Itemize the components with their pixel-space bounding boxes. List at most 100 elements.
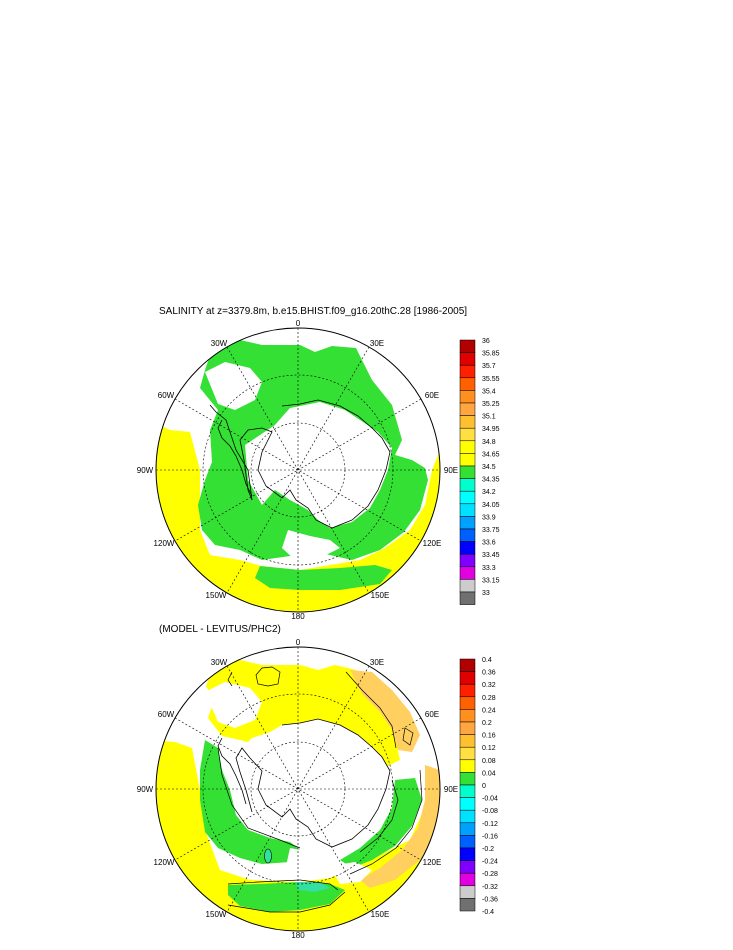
difference-graticule	[156, 647, 440, 931]
salinity-peninsula	[217, 419, 253, 497]
colorbar-level-label: 33	[482, 590, 490, 597]
colorbar-level-label: 35.1	[482, 414, 496, 421]
colorbar-swatch	[459, 885, 476, 899]
salinity-title: SALINITY at z=3379.8m, b.e15.BHIST.f09_g…	[159, 306, 467, 317]
lon-label: 150E	[371, 910, 390, 919]
lon-label: 0	[296, 638, 301, 647]
colorbar-swatch	[459, 591, 476, 605]
colorbar-swatch	[459, 709, 476, 723]
difference-yellow-region	[156, 740, 440, 931]
colorbar-swatch	[459, 746, 476, 761]
difference-green-east	[340, 778, 422, 868]
difference-orange-east	[360, 765, 440, 888]
colorbar-swatch	[459, 490, 476, 505]
colorbar-swatch	[459, 541, 476, 555]
colorbar-swatch	[459, 415, 476, 429]
colorbar-swatch	[459, 784, 476, 798]
difference-coastline	[235, 718, 391, 848]
colorbar-swatch	[459, 402, 476, 416]
colorbar-level-label: 0.12	[482, 745, 496, 752]
colorbar-level-label: 36	[482, 338, 490, 345]
colorbar-swatch	[459, 898, 476, 912]
colorbar-swatch	[459, 797, 476, 811]
difference-lon-labels: 0 30E 60E 90E 120E 150E 180 150W 120W 90…	[137, 638, 458, 940]
colorbar-swatch	[459, 465, 476, 479]
colorbar-swatch	[459, 427, 476, 442]
colorbar-level-label: 0.32	[482, 682, 496, 689]
colorbar-swatch	[459, 440, 476, 454]
colorbar-level-label: 0.2	[482, 720, 492, 727]
colorbar-level-label: 33.9	[482, 514, 496, 521]
difference-ice-land	[242, 719, 390, 847]
lon-label: 150W	[206, 591, 227, 600]
colorbar-level-label: 33.3	[482, 565, 496, 572]
colorbar-level-label: 34.05	[482, 502, 500, 509]
colorbar-level-label: 0.08	[482, 758, 496, 765]
colorbar-level-label: 33.75	[482, 527, 500, 534]
colorbar-swatch	[459, 721, 476, 735]
colorbar-swatch	[459, 822, 476, 836]
colorbar-level-label: 35.25	[482, 401, 500, 408]
colorbar-level-label: 34.2	[482, 489, 496, 496]
difference-white-gap-a	[205, 682, 262, 728]
colorbar-swatch	[459, 683, 476, 698]
colorbar-level-label: -0.28	[482, 871, 498, 878]
lon-label: 90W	[137, 785, 154, 794]
colorbar-level-label: -0.16	[482, 833, 498, 840]
colorbar-level-label: 35.7	[482, 363, 496, 370]
lon-label: 120E	[423, 539, 442, 548]
lon-label: 30W	[211, 339, 228, 348]
lon-label: 180	[291, 612, 305, 621]
colorbar-level-label: 33.6	[482, 540, 496, 547]
difference-title: (MODEL - LEVITUS/PHC2)	[159, 624, 281, 635]
colorbar-level-label: 0.04	[482, 770, 496, 777]
colorbar-swatch	[459, 696, 476, 710]
lon-label: 60W	[158, 710, 175, 719]
difference-colorbar: 0.4 0.36 0.32 0.28 0.24 0.2 0.16 0.12 0.08 0.04 0 -…	[459, 657, 498, 916]
lon-label: 180	[291, 931, 305, 940]
colorbar-level-label: 0.4	[482, 657, 492, 664]
difference-cyan-patch	[296, 882, 330, 892]
colorbar-swatch	[459, 339, 476, 353]
difference-green-region	[200, 740, 300, 864]
salinity-colorbar: 36 35.85 35.7 35.55 35.4 35.25 35.1 34.95 34.8 34…	[459, 338, 500, 605]
lon-label: 30E	[370, 658, 384, 667]
colorbar-level-label: 33.45	[482, 552, 500, 559]
colorbar-swatch	[459, 566, 476, 580]
difference-panel: (MODEL - LEVITUS/PHC2)	[137, 624, 498, 940]
difference-map	[156, 647, 440, 931]
colorbar-swatch	[459, 478, 476, 492]
colorbar-swatch	[459, 516, 476, 530]
lon-label: 120E	[423, 858, 442, 867]
salinity-map	[156, 328, 440, 612]
difference-white-gap-b	[286, 848, 330, 874]
colorbar-level-label: -0.4	[482, 909, 494, 916]
colorbar-level-label: 34.8	[482, 439, 496, 446]
colorbar-level-label: -0.12	[482, 821, 498, 828]
colorbar-level-label: 0.24	[482, 707, 496, 714]
lon-label: 90E	[444, 466, 458, 475]
lon-label: 30E	[370, 339, 384, 348]
difference-white-gap-c	[330, 862, 372, 884]
colorbar-swatch	[459, 658, 476, 672]
colorbar-level-label: 0	[482, 783, 486, 790]
colorbar-swatch	[459, 364, 476, 379]
colorbar-level-label: 34.35	[482, 477, 500, 484]
colorbar-level-label: -0.04	[482, 796, 498, 803]
salinity-lon-labels: 0 30E 60E 90E 120E 150E 180 150W 120W 90…	[137, 319, 458, 621]
salinity-continent-interior	[245, 408, 300, 505]
colorbar-swatch	[459, 809, 476, 824]
colorbar-level-label: 35.4	[482, 388, 496, 395]
colorbar-swatch	[459, 553, 476, 568]
colorbar-level-label: -0.08	[482, 808, 498, 815]
colorbar-level-label: 34.65	[482, 451, 500, 458]
colorbar-swatch	[459, 579, 476, 593]
difference-peninsula	[217, 737, 247, 805]
colorbar-level-label: -0.24	[482, 859, 498, 866]
lon-label: 90E	[444, 785, 458, 794]
colorbar-swatch	[459, 734, 476, 748]
salinity-graticule	[156, 328, 440, 612]
colorbar-level-label: -0.2	[482, 846, 494, 853]
lon-label: 0	[296, 319, 301, 328]
